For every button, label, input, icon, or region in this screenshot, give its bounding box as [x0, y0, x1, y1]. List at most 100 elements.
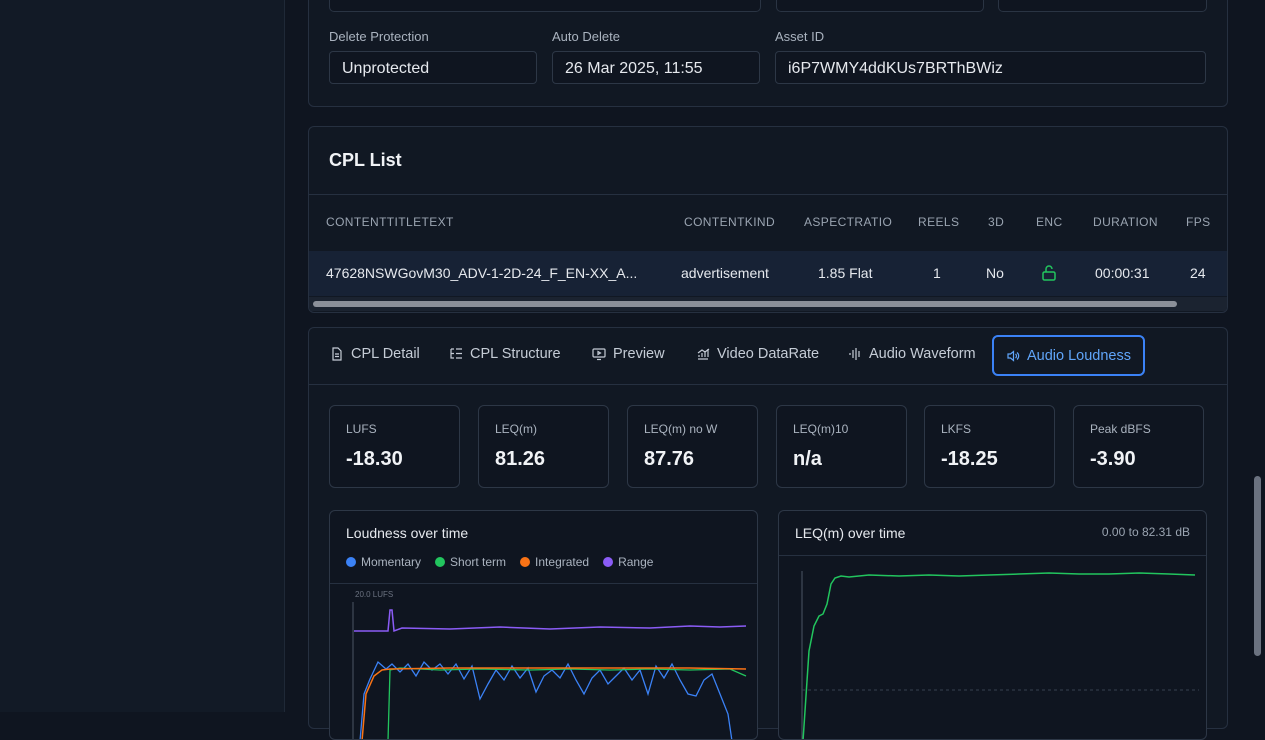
- tab-label: Audio Loudness: [1027, 347, 1131, 364]
- asset-id-label: Asset ID: [775, 29, 825, 44]
- divider: [309, 194, 1227, 195]
- tab-label: CPL Detail: [351, 346, 420, 362]
- tab-audio-waveform[interactable]: Audio Waveform: [848, 346, 976, 362]
- legend-label: Integrated: [535, 555, 590, 569]
- series-short-term: [387, 667, 747, 739]
- legend-label: Momentary: [361, 555, 422, 569]
- legend-dot: [520, 557, 531, 567]
- legend-item-short-term[interactable]: Short term: [435, 555, 506, 569]
- column-header-fps[interactable]: FPS: [1186, 215, 1211, 229]
- leq-chart-plot: [801, 571, 1199, 739]
- delete-protection-label: Delete Protection: [329, 29, 429, 44]
- table-scrollbar-thumb[interactable]: [313, 301, 1177, 307]
- table-horizontal-scrollbar[interactable]: [309, 297, 1227, 311]
- cpl-detail-tabs-card: CPL Detail CPL Structure Preview Video D…: [308, 327, 1228, 740]
- clipped-input[interactable]: [776, 0, 984, 12]
- stat-value: -18.30: [346, 448, 403, 470]
- divider: [330, 583, 757, 584]
- stat-value: 87.76: [644, 448, 695, 470]
- stat-card-leqm10: LEQ(m)10 n/a: [776, 405, 907, 488]
- page-scrollbar[interactable]: [1251, 0, 1265, 712]
- chart-legend: Momentary Short term Integrated Range: [346, 555, 653, 569]
- speaker-icon: [1007, 349, 1020, 362]
- legend-label: Short term: [450, 555, 507, 569]
- legend-item-integrated[interactable]: Integrated: [520, 555, 589, 569]
- tab-label: CPL Structure: [470, 346, 561, 362]
- stat-card-lufs: LUFS -18.30: [329, 405, 460, 488]
- tab-audio-loudness[interactable]: Audio Loudness: [992, 335, 1145, 376]
- series-range: [354, 609, 747, 633]
- aspect-ratio-cell: 1.85 Flat: [818, 265, 873, 281]
- cpl-list-title: CPL List: [329, 150, 402, 170]
- tab-label: Preview: [613, 346, 665, 362]
- y-tick-label: 20.0 LUFS: [355, 590, 393, 599]
- legend-item-range[interactable]: Range: [603, 555, 653, 569]
- cpl-list-card: CPL List CONTENTTITLETEXT CONTENTKIND AS…: [308, 126, 1228, 313]
- loudness-chart-card: Loudness over time Momentary Short term …: [329, 510, 758, 740]
- unlock-icon: [1041, 264, 1057, 287]
- 3d-cell: No: [986, 265, 1004, 281]
- legend-item-momentary[interactable]: Momentary: [346, 555, 421, 569]
- column-header-3d[interactable]: 3D: [988, 215, 1005, 229]
- column-header-duration[interactable]: DURATION: [1093, 215, 1158, 229]
- page-scrollbar-thumb[interactable]: [1254, 476, 1261, 656]
- asset-details-card: Delete Protection Unprotected Auto Delet…: [308, 0, 1228, 107]
- tab-label: Video DataRate: [717, 346, 820, 362]
- loudness-chart-plot: 20.0 LUFS: [352, 590, 747, 739]
- stat-value: -3.90: [1090, 448, 1136, 470]
- legend-dot: [603, 557, 614, 567]
- divider: [779, 555, 1206, 556]
- legend-dot: [346, 557, 356, 567]
- monitor-play-icon: [592, 348, 606, 361]
- stat-value: n/a: [793, 448, 822, 470]
- tab-cpl-detail[interactable]: CPL Detail: [330, 346, 420, 362]
- auto-delete-field[interactable]: 26 Mar 2025, 11:55: [552, 51, 760, 84]
- column-header-aspect[interactable]: ASPECTRATIO: [804, 215, 893, 229]
- cpl-title-cell: 47628NSWGovM30_ADV-1-2D-24_F_EN-XX_A...: [326, 265, 638, 281]
- fps-cell: 24: [1190, 265, 1206, 281]
- tab-preview[interactable]: Preview: [592, 346, 665, 362]
- series-leqm: [802, 572, 1196, 739]
- stat-label: LEQ(m) no W: [644, 422, 718, 436]
- waveform-icon: [849, 348, 860, 360]
- stat-card-peak-dbfs: Peak dBFS -3.90: [1073, 405, 1204, 488]
- legend-dot: [435, 557, 446, 567]
- divider: [309, 384, 1227, 385]
- column-header-enc[interactable]: ENC: [1036, 215, 1063, 229]
- stat-value: -18.25: [941, 448, 998, 470]
- auto-delete-label: Auto Delete: [552, 29, 620, 44]
- content-kind-cell: advertisement: [681, 265, 769, 281]
- column-header-title[interactable]: CONTENTTITLETEXT: [326, 215, 454, 229]
- chart-title: Loudness over time: [346, 525, 469, 541]
- table-row[interactable]: [309, 251, 1227, 296]
- stat-card-lkfs: LKFS -18.25: [924, 405, 1055, 488]
- document-icon: [332, 347, 342, 361]
- chart-title: LEQ(m) over time: [795, 525, 906, 541]
- stat-card-leqm: LEQ(m) 81.26: [478, 405, 609, 488]
- stat-label: Peak dBFS: [1090, 422, 1151, 436]
- delete-protection-field[interactable]: Unprotected: [329, 51, 537, 84]
- tab-video-datarate[interactable]: Video DataRate: [696, 346, 819, 362]
- tab-label: Audio Waveform: [869, 346, 976, 362]
- reels-cell: 1: [933, 265, 941, 281]
- clipped-input[interactable]: [329, 0, 761, 12]
- sidebar: [0, 0, 285, 712]
- stat-label: LEQ(m)10: [793, 422, 849, 436]
- duration-cell: 00:00:31: [1095, 265, 1150, 281]
- leq-chart-card: LEQ(m) over time 0.00 to 82.31 dB: [778, 510, 1207, 740]
- chart-range-label: 0.00 to 82.31 dB: [1101, 525, 1190, 539]
- stat-label: LKFS: [941, 422, 972, 436]
- legend-label: Range: [618, 555, 654, 569]
- clipped-input[interactable]: [998, 0, 1207, 12]
- list-tree-icon: [450, 348, 462, 359]
- asset-id-field[interactable]: i6P7WMY4ddKUs7BRThBWiz: [775, 51, 1206, 84]
- stat-value: 81.26: [495, 448, 546, 470]
- series-integrated: [361, 667, 747, 739]
- stat-label: LEQ(m): [495, 422, 537, 436]
- stat-label: LUFS: [346, 422, 377, 436]
- series-momentary: [359, 660, 733, 739]
- column-header-reels[interactable]: REELS: [918, 215, 960, 229]
- tab-cpl-structure[interactable]: CPL Structure: [449, 346, 561, 362]
- column-header-kind[interactable]: CONTENTKIND: [684, 215, 776, 229]
- chart-icon: [697, 348, 710, 360]
